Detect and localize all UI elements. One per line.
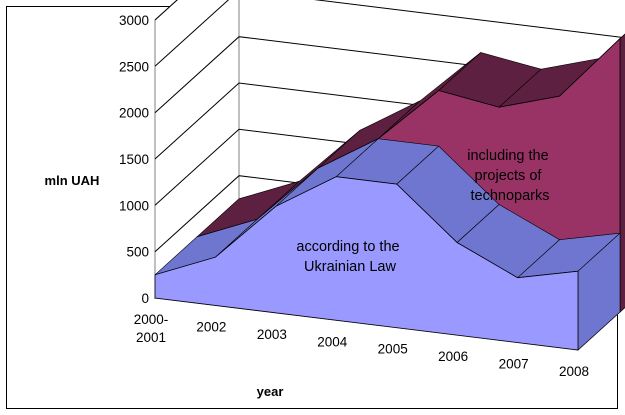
y-tick-label: 2500: [119, 59, 149, 74]
x-axis-label: year: [257, 384, 284, 399]
annotation-back-line-1: including the: [467, 148, 548, 164]
gridline: [154, 0, 625, 67]
series-layer: [154, 33, 625, 351]
y-tick-label: 500: [126, 245, 149, 260]
annotation-back-line-2: projects of: [475, 168, 543, 184]
y-tick-label: 3000: [119, 13, 149, 28]
series-ukrainian-law: [154, 138, 621, 351]
x-tick-labels: 2000-2001 2002 2003 2004 2005 2006 2007 2008: [134, 312, 589, 379]
x-tick-label: 2007: [499, 357, 529, 372]
x-tick-label: 2000-2001: [134, 312, 169, 345]
area-face: [154, 176, 579, 351]
annotation-front-line-2: Ukrainian Law: [304, 259, 396, 275]
annotation-back-series: including the projects of technoparks: [467, 148, 552, 204]
y-axis-label: mln UAH: [45, 173, 100, 188]
y-tick-label: 0: [141, 291, 149, 306]
annotation-front-series: according to the Ukrainian Law: [296, 239, 403, 275]
y-tick-label: 2000: [119, 106, 149, 121]
annotation-front-line-1: according to the: [296, 239, 399, 255]
x-tick-label: 2006: [438, 349, 468, 364]
x-tick-label: 2005: [378, 342, 408, 357]
x-tick-label: 2004: [317, 334, 348, 349]
x-tick-label: 2003: [257, 327, 287, 342]
x-tick-label: 2002: [196, 319, 226, 334]
area-end-cap: [619, 33, 625, 313]
annotation-back-line-3: technoparks: [471, 188, 550, 204]
y-tick-label: 1500: [119, 152, 149, 167]
x-tick-label: 2008: [559, 364, 589, 379]
y-tick-labels: 0 500 1000 1500 2000 2500 3000: [119, 13, 149, 306]
y-tick-label: 1000: [119, 198, 149, 213]
